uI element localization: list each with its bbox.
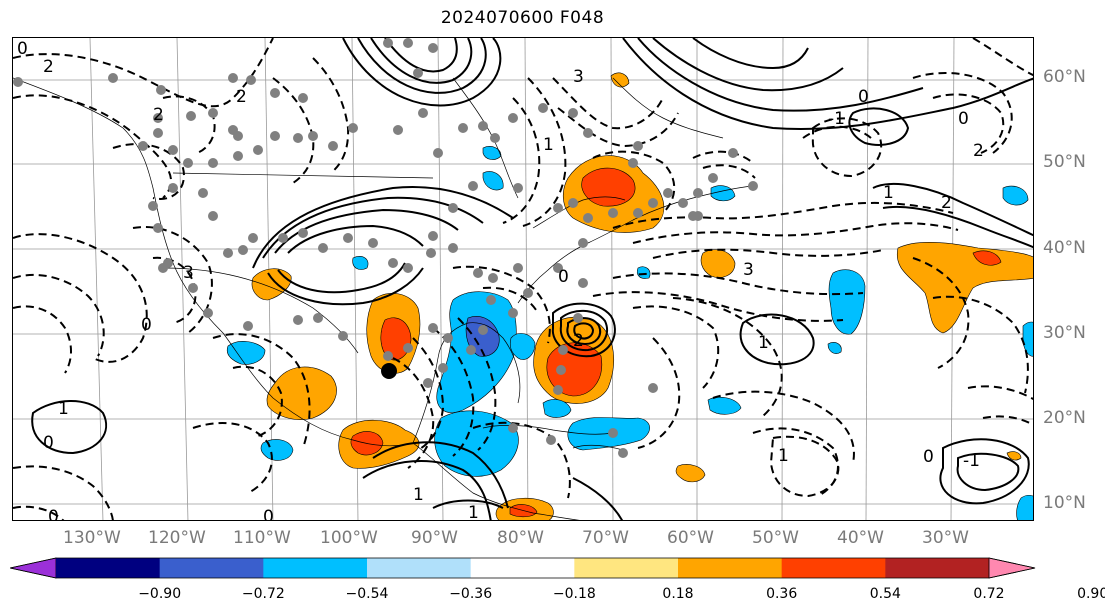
colorbar-extend-max	[988, 557, 1036, 579]
colorbar-tick-label: −0.36	[449, 586, 493, 602]
colorbar-tick-label: 0.54	[869, 586, 901, 602]
colorbar-segment	[885, 558, 990, 578]
lon-label-60w: 60°W	[667, 528, 714, 548]
lon-label-100w: 100°W	[320, 528, 378, 548]
lat-label-60n: 60°N	[1043, 67, 1086, 87]
colorbar-tick-label: 0.18	[662, 586, 694, 602]
colorbar-tick-label: −0.72	[241, 586, 285, 602]
shade-region-mexico-west	[266, 366, 337, 420]
colorbar-extend-min	[10, 557, 57, 579]
colorbar	[10, 557, 1036, 579]
contour-label: 0	[558, 267, 569, 287]
contour-label: 1	[468, 503, 479, 521]
colorbar-segment	[678, 558, 783, 578]
shade-region-bahamas	[509, 333, 536, 360]
shade-region-caribbean-west	[434, 410, 519, 477]
shade-region-rockies	[251, 268, 292, 301]
colorbar-tick-label: 0.36	[766, 586, 798, 602]
colorbar-tick-label: 0.90	[1077, 586, 1105, 602]
contour-label: -1	[963, 451, 980, 471]
contour-label: 0	[958, 109, 969, 129]
colorbar-segment	[263, 558, 368, 578]
contour-label: 2	[236, 87, 247, 107]
contour-label: 2	[43, 57, 54, 77]
colorbar-segment	[781, 558, 886, 578]
contour-label: 0	[141, 315, 152, 335]
station-markers	[13, 38, 758, 458]
contour-label: 1	[413, 485, 424, 505]
lon-label-70w: 70°W	[582, 528, 629, 548]
colorbar-segment	[56, 558, 161, 578]
colorbar-tick-label: −0.54	[345, 586, 389, 602]
contour-label: 0	[263, 507, 274, 521]
contour-label: 0	[43, 433, 54, 453]
colorbar-tick-label: −0.18	[552, 586, 596, 602]
dashed-contours	[13, 38, 1033, 520]
lat-label-20n: 20°N	[1043, 408, 1086, 428]
contour-label: 2	[941, 193, 952, 213]
shade-region-central-atlantic	[700, 249, 736, 278]
contour-label: 0	[17, 39, 28, 59]
lat-label-30n: 30°N	[1043, 323, 1086, 343]
contour-label: 2	[153, 105, 164, 125]
lon-label-90w: 90°W	[411, 528, 458, 548]
contour-label: 3	[743, 260, 754, 280]
contour-labels: 0 0 0 0 0 0 0 0 1 1 1 1 1 1 2 2 2 2 2 3 …	[17, 39, 984, 521]
focus-marker	[381, 363, 397, 379]
map-panel[interactable]: 0 0 0 0 0 0 0 0 1 1 1 1 1 1 2 2 2 2 2 3 …	[12, 37, 1034, 521]
map-canvas: 0 0 0 0 0 0 0 0 1 1 1 1 1 1 2 2 2 2 2 3 …	[13, 38, 1033, 521]
lon-label-40w: 40°W	[837, 528, 884, 548]
lon-label-120w: 120°W	[148, 528, 206, 548]
colorbar-segment	[470, 558, 575, 578]
colorbar-segment	[159, 558, 264, 578]
colorbar-tick-label: 0.72	[973, 586, 1005, 602]
contour-label: 0	[923, 447, 934, 467]
contour-label: 2	[573, 331, 584, 351]
contour-label: 2	[973, 141, 984, 161]
lon-label-130w: 130°W	[63, 528, 121, 548]
shade-region-mid-atlantic-east	[896, 241, 1033, 334]
lat-label-40n: 40°N	[1043, 238, 1086, 258]
shade-region-mid-atlantic-west	[828, 269, 866, 335]
contour-label: 3	[573, 67, 584, 87]
contour-label: 1	[758, 333, 769, 353]
map-title: 2024070600 F048	[440, 8, 605, 28]
lon-label-50w: 50°W	[752, 528, 799, 548]
contour-label: 0	[858, 87, 869, 107]
colorbar-segment	[367, 558, 472, 578]
contour-label: 1	[543, 135, 554, 155]
colorbar-segment	[574, 558, 679, 578]
contour-label: -1	[828, 109, 845, 129]
contour-label: 1	[58, 399, 69, 419]
solid-contours	[31, 38, 1033, 520]
lat-label-50n: 50°N	[1043, 152, 1086, 172]
colorbar-tick-label: −0.90	[138, 586, 182, 602]
contour-label: 3	[183, 263, 194, 283]
lon-label-80w: 80°W	[497, 528, 544, 548]
lon-label-30w: 30°W	[922, 528, 969, 548]
shade-region-mexico-northwest	[226, 341, 266, 365]
lat-label-10n: 10°N	[1043, 493, 1086, 513]
positive-anomaly-fields	[251, 72, 1033, 520]
lon-label-110w: 110°W	[233, 528, 291, 548]
contour-label: 0	[48, 507, 59, 521]
contour-label: 1	[883, 183, 894, 203]
contour-label: 1	[778, 446, 789, 466]
